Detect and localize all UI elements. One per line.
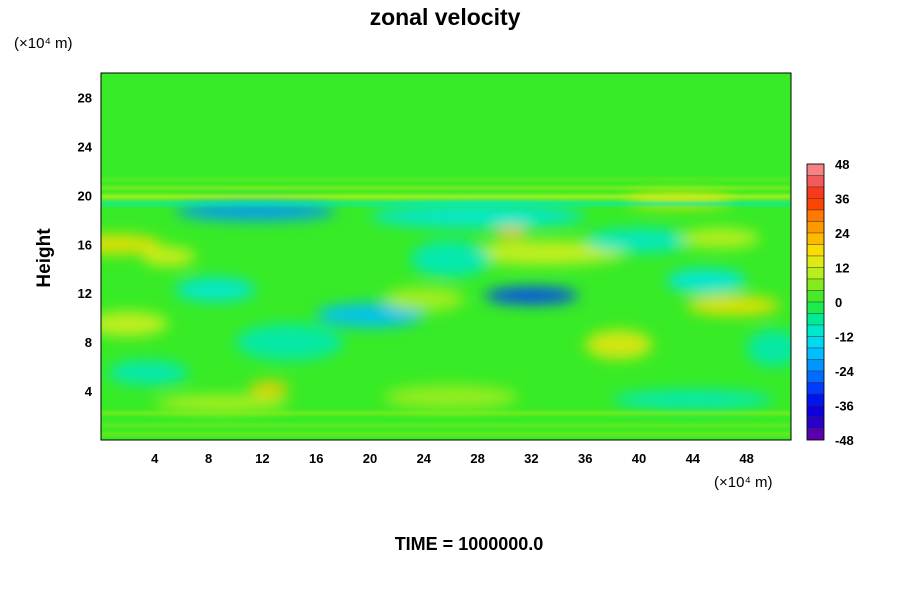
colorbar-tick-label: -12: [835, 330, 854, 345]
colorbar-segment: [806, 290, 825, 303]
colorbar-tick-label: -48: [835, 433, 854, 448]
y-unit-label: (×10⁴ m): [14, 35, 73, 52]
y-tick-labels: 4 8 12 16 20 24 28: [78, 90, 93, 399]
colorbar-segment: [806, 244, 825, 257]
x-tick-label: 12: [255, 451, 269, 466]
velocity-band: [101, 202, 791, 206]
colorbar-segment: [806, 267, 825, 280]
velocity-feature: [686, 295, 781, 316]
x-tick-label: 4: [151, 451, 159, 466]
velocity-feature: [665, 268, 747, 294]
y-tick-label: 20: [78, 188, 92, 203]
colorbar: [806, 163, 825, 441]
colorbar-tick-label: 36: [835, 192, 849, 207]
velocity-band: [101, 432, 791, 436]
x-unit-label: (×10⁴ m): [714, 474, 773, 491]
velocity-feature: [495, 225, 528, 239]
y-tick-label: 28: [78, 90, 92, 105]
heatmap-field: [101, 73, 791, 440]
colorbar-segment: [806, 209, 825, 222]
x-tick-label: 44: [686, 451, 701, 466]
velocity-feature: [316, 302, 424, 328]
colorbar-segment: [806, 313, 825, 326]
velocity-feature: [235, 323, 344, 361]
velocity-feature: [101, 311, 169, 337]
velocity-feature: [585, 329, 653, 360]
x-tick-label: 32: [524, 451, 538, 466]
colorbar-segment: [806, 393, 825, 406]
y-tick-label: 24: [78, 139, 93, 154]
colorbar-segment: [806, 370, 825, 383]
x-tick-label: 28: [470, 451, 484, 466]
x-tick-label: 20: [363, 451, 377, 466]
colorbar-segment: [806, 186, 825, 199]
time-label: TIME = 1000000.0: [395, 534, 544, 554]
colorbar-tick-label: -36: [835, 399, 854, 414]
velocity-band: [101, 194, 791, 199]
velocity-feature: [101, 234, 162, 255]
colorbar-tick-label: 0: [835, 295, 842, 310]
colorbar-tick-label: 12: [835, 261, 849, 276]
velocity-feature: [174, 201, 337, 222]
colorbar-segment: [806, 382, 825, 395]
colorbar-segment: [806, 428, 825, 441]
colorbar-segment: [806, 198, 825, 211]
colorbar-tick-label: 24: [835, 226, 850, 241]
velocity-feature: [107, 360, 189, 385]
velocity-feature: [746, 329, 791, 367]
colorbar-segment: [806, 359, 825, 372]
velocity-feature: [248, 381, 290, 396]
colorbar-segment: [806, 232, 825, 245]
x-tick-label: 24: [417, 451, 432, 466]
colorbar-segment: [806, 301, 825, 314]
x-tick-label: 48: [739, 451, 753, 466]
x-tick-label: 16: [309, 451, 323, 466]
velocity-feature: [679, 228, 761, 248]
chart-title: zonal velocity: [370, 4, 521, 30]
colorbar-segment: [806, 221, 825, 234]
velocity-feature: [141, 246, 196, 267]
velocity-feature: [484, 287, 579, 305]
velocity-band: [101, 423, 791, 428]
velocity-feature: [585, 228, 693, 253]
velocity-band: [101, 186, 791, 190]
velocity-band: [101, 411, 791, 415]
velocity-feature: [464, 240, 626, 266]
colorbar-segment: [806, 336, 825, 349]
x-tick-labels: 4 8 12 16 20 24 28 32 36 40 44 48: [151, 451, 754, 466]
colorbar-segment: [806, 416, 825, 429]
y-tick-label: 8: [85, 335, 92, 350]
colorbar-tick-labels: 48 36 24 12 0 -12 -24 -36 -48: [835, 157, 855, 448]
x-tick-label: 8: [205, 451, 212, 466]
colorbar-tick-label: 48: [835, 157, 849, 172]
colorbar-segment: [806, 278, 825, 291]
velocity-feature: [174, 277, 256, 302]
velocity-feature: [370, 203, 586, 229]
colorbar-segment: [806, 163, 825, 176]
colorbar-segment: [806, 324, 825, 337]
colorbar-segment: [806, 405, 825, 418]
colorbar-tick-label: -24: [835, 364, 855, 379]
colorbar-segment: [806, 255, 825, 268]
x-tick-label: 40: [632, 451, 646, 466]
y-tick-label: 16: [78, 237, 92, 252]
velocity-feature: [383, 287, 465, 312]
colorbar-segment: [806, 347, 825, 360]
velocity-feature: [383, 384, 518, 410]
plot-frame: [100, 72, 792, 441]
y-axis-label: Height: [34, 228, 55, 288]
y-tick-label: 4: [85, 384, 93, 399]
y-tick-label: 12: [78, 286, 92, 301]
x-tick-label: 36: [578, 451, 592, 466]
colorbar-segment: [806, 175, 825, 188]
velocity-feature: [410, 240, 492, 278]
velocity-feature: [154, 394, 290, 412]
velocity-feature: [612, 389, 774, 410]
velocity-band: [101, 178, 791, 181]
